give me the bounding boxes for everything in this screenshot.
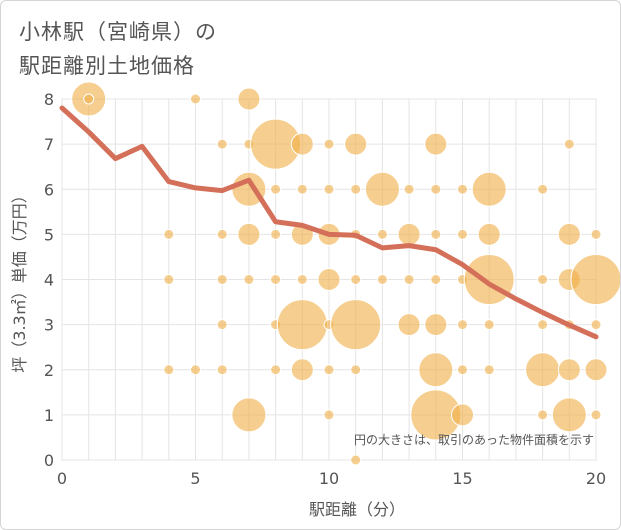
y-tick-label: 0 (44, 451, 54, 470)
bubble (424, 132, 448, 156)
bubble (163, 274, 175, 285)
bubble (557, 222, 581, 246)
y-tick-label: 2 (44, 361, 54, 380)
bubble (590, 319, 602, 331)
size-note: 円の大きさは、取引のあった物件面積を示す (354, 432, 594, 447)
bubble (584, 358, 608, 382)
x-tick-label: 5 (190, 469, 200, 488)
bubble (216, 138, 228, 150)
bubble (344, 132, 368, 156)
bubble (537, 319, 549, 331)
x-axis-label: 駅距離（分） (309, 500, 405, 519)
bubbles (71, 81, 620, 466)
bubble (477, 222, 501, 246)
bubble (430, 274, 442, 285)
y-axis-label: 坪（3.3㎡）単価（万円） (10, 187, 29, 372)
bubble (323, 183, 335, 195)
bubble (216, 274, 228, 285)
trend-line (59, 105, 599, 340)
bubble (330, 299, 382, 351)
bubble (397, 222, 421, 246)
bubble (296, 274, 308, 285)
bubble (83, 93, 95, 105)
bubble (397, 313, 421, 337)
bubble (525, 352, 561, 388)
bubble (216, 319, 228, 331)
bubble (231, 397, 267, 433)
bubble (163, 364, 175, 376)
bubble (551, 397, 587, 433)
bubble (163, 228, 175, 240)
tick-labels: 0 5 10 15 20 0 1 2 3 4 5 6 7 8 (44, 90, 606, 488)
y-tick-label: 4 (44, 271, 54, 290)
bubble (323, 364, 335, 376)
bubble (364, 171, 400, 207)
bubble (463, 254, 515, 305)
bubble (457, 228, 468, 240)
bubble (483, 319, 495, 331)
y-tick-label: 5 (44, 225, 54, 244)
bubble (350, 364, 362, 376)
bubble (537, 183, 549, 195)
y-tick-label: 6 (44, 180, 54, 199)
bubble (243, 274, 255, 285)
bubble (190, 364, 201, 376)
bubble (350, 454, 362, 466)
x-tick-label: 15 (452, 469, 472, 488)
y-tick-label: 7 (44, 135, 54, 154)
bubble (430, 228, 442, 240)
bubble (290, 358, 314, 382)
chart-title: 小林駅（宮崎県）の 駅距離別土地価格 (19, 15, 217, 83)
bubble (323, 138, 335, 150)
bubble (537, 274, 549, 285)
chart-title-line-1: 小林駅（宮崎県）の (19, 20, 217, 44)
bubble (270, 228, 282, 240)
chart-title-line-2: 駅距離別土地価格 (19, 54, 195, 78)
bubble (216, 228, 228, 240)
bubble (350, 183, 362, 195)
y-tick-label: 8 (44, 90, 54, 109)
bubble (376, 274, 388, 285)
bubble (471, 171, 507, 207)
trend-line-group (59, 105, 599, 340)
bubble (403, 274, 415, 285)
bubble (290, 132, 314, 156)
bubble (451, 403, 474, 427)
bubble (424, 313, 448, 337)
bubble (483, 364, 495, 376)
bubble (457, 319, 468, 331)
bubble (590, 228, 602, 240)
bubble (563, 138, 575, 150)
bubble (457, 183, 468, 195)
bubble (537, 409, 549, 421)
bubble (296, 183, 308, 195)
bubble (270, 364, 282, 376)
bubble (317, 268, 341, 291)
x-tick-label: 10 (319, 469, 339, 488)
bubble (376, 228, 388, 240)
bubble (570, 254, 620, 305)
bubble (276, 299, 328, 351)
bubble (350, 274, 362, 285)
bubble (216, 364, 228, 376)
bubble (190, 93, 201, 105)
bubble (418, 352, 454, 388)
bubble (323, 409, 335, 421)
x-tick-label: 0 (57, 469, 67, 488)
bubble (457, 364, 468, 376)
y-tick-label: 1 (44, 406, 54, 425)
bubble (237, 87, 261, 111)
bubble (270, 274, 282, 285)
bubble (403, 183, 415, 195)
bubble (237, 222, 261, 246)
y-tick-label: 3 (44, 316, 54, 335)
bubble (557, 358, 581, 382)
bubble (590, 409, 602, 421)
bubble (430, 183, 442, 195)
bubble (270, 183, 282, 195)
x-tick-label: 20 (586, 469, 606, 488)
